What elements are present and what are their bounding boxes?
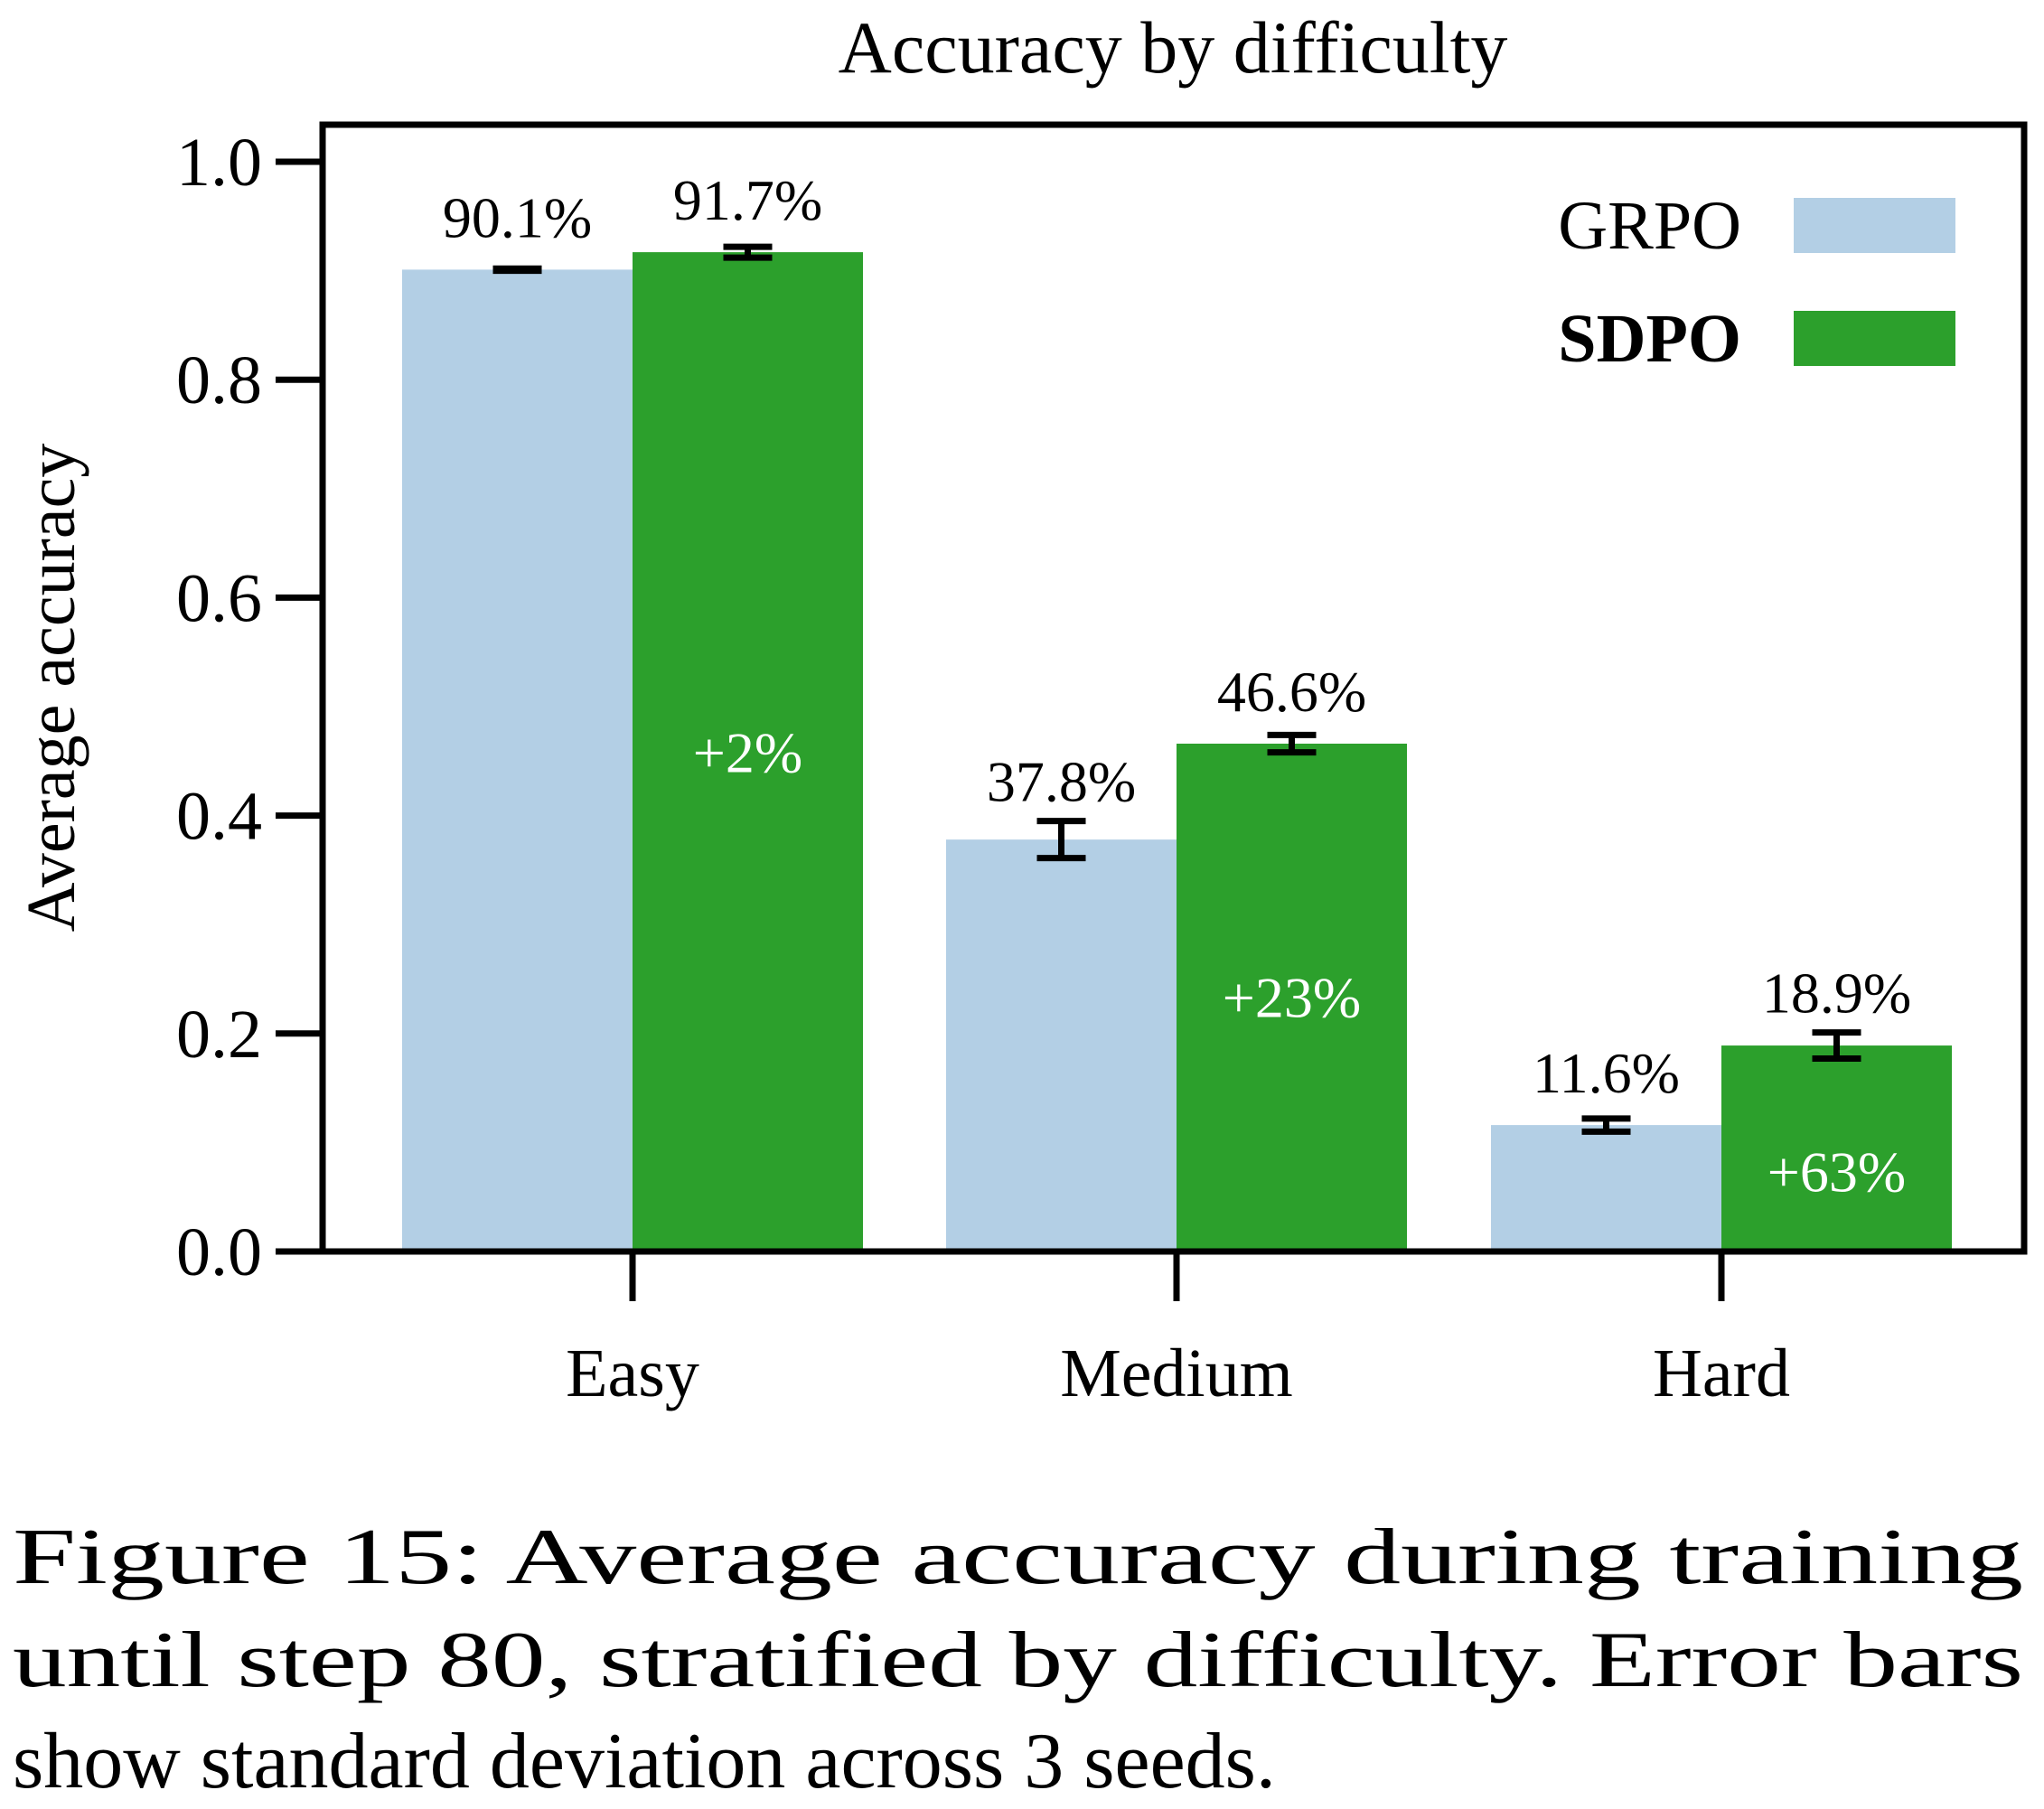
bar-grpo-medium bbox=[946, 839, 1177, 1251]
figure-caption: Figure 15: Average accuracy during train… bbox=[13, 1514, 2023, 1805]
improvement-label: +23% bbox=[1223, 966, 1361, 1030]
improvement-label: +63% bbox=[1767, 1140, 1906, 1204]
error-bar bbox=[1267, 731, 1317, 756]
legend-swatch-grpo bbox=[1794, 198, 1955, 253]
x-tick-label-medium: Medium bbox=[1060, 1336, 1293, 1411]
error-bar bbox=[1581, 1115, 1631, 1135]
error-bar bbox=[1812, 1029, 1861, 1063]
labels-layer: 90.1% 37.8% 11.6% 91.7% 46.6% 18.9% +2% +23% +63… bbox=[443, 168, 1911, 1204]
data-label: 46.6% bbox=[1217, 660, 1366, 724]
legend-label-grpo: GRPO bbox=[1558, 188, 1741, 264]
y-axis: 0.0 0.2 0.4 0.6 0.8 1.0 bbox=[176, 125, 323, 1290]
x-tick-label-hard: Hard bbox=[1653, 1336, 1790, 1411]
data-label: 18.9% bbox=[1762, 961, 1911, 1026]
y-tick-label: 0.8 bbox=[176, 342, 262, 418]
y-tick-label: 0.0 bbox=[176, 1214, 262, 1290]
chart-title: Accuracy by difficulty bbox=[839, 6, 1508, 89]
caption-line-3: show standard deviation across 3 seeds. bbox=[13, 1718, 1276, 1805]
error-bar bbox=[723, 243, 773, 261]
y-tick-label: 0.6 bbox=[176, 560, 262, 636]
bar-sdpo-hard bbox=[1721, 1045, 1952, 1251]
data-label: 11.6% bbox=[1533, 1041, 1680, 1105]
legend-swatch-sdpo bbox=[1794, 311, 1955, 366]
bar-grpo-hard bbox=[1491, 1125, 1721, 1251]
y-tick-label: 0.4 bbox=[176, 779, 262, 855]
legend-label-sdpo: SDPO bbox=[1558, 301, 1741, 377]
caption-line-2: until step 80, stratified by difficulty.… bbox=[13, 1617, 2023, 1704]
x-tick-label-easy: Easy bbox=[566, 1336, 699, 1411]
data-label: 91.7% bbox=[673, 168, 822, 232]
legend: GRPO SDPO bbox=[1558, 188, 1955, 377]
data-label: 37.8% bbox=[987, 750, 1136, 814]
caption-line-1: Figure 15: Average accuracy during train… bbox=[13, 1514, 2023, 1601]
error-bar bbox=[1036, 818, 1086, 862]
error-bar bbox=[492, 265, 542, 275]
bar-sdpo-easy bbox=[633, 252, 863, 1251]
data-label: 90.1% bbox=[443, 185, 592, 249]
x-axis: Easy Medium Hard bbox=[566, 1251, 1790, 1411]
bar-grpo-easy bbox=[402, 269, 633, 1251]
y-tick-label: 0.2 bbox=[176, 997, 262, 1073]
improvement-label: +2% bbox=[693, 720, 802, 784]
bars-layer bbox=[402, 243, 1952, 1251]
bar-sdpo-medium bbox=[1177, 744, 1407, 1251]
y-axis-label: Average accuracy bbox=[14, 444, 89, 933]
y-tick-label: 1.0 bbox=[176, 125, 262, 201]
